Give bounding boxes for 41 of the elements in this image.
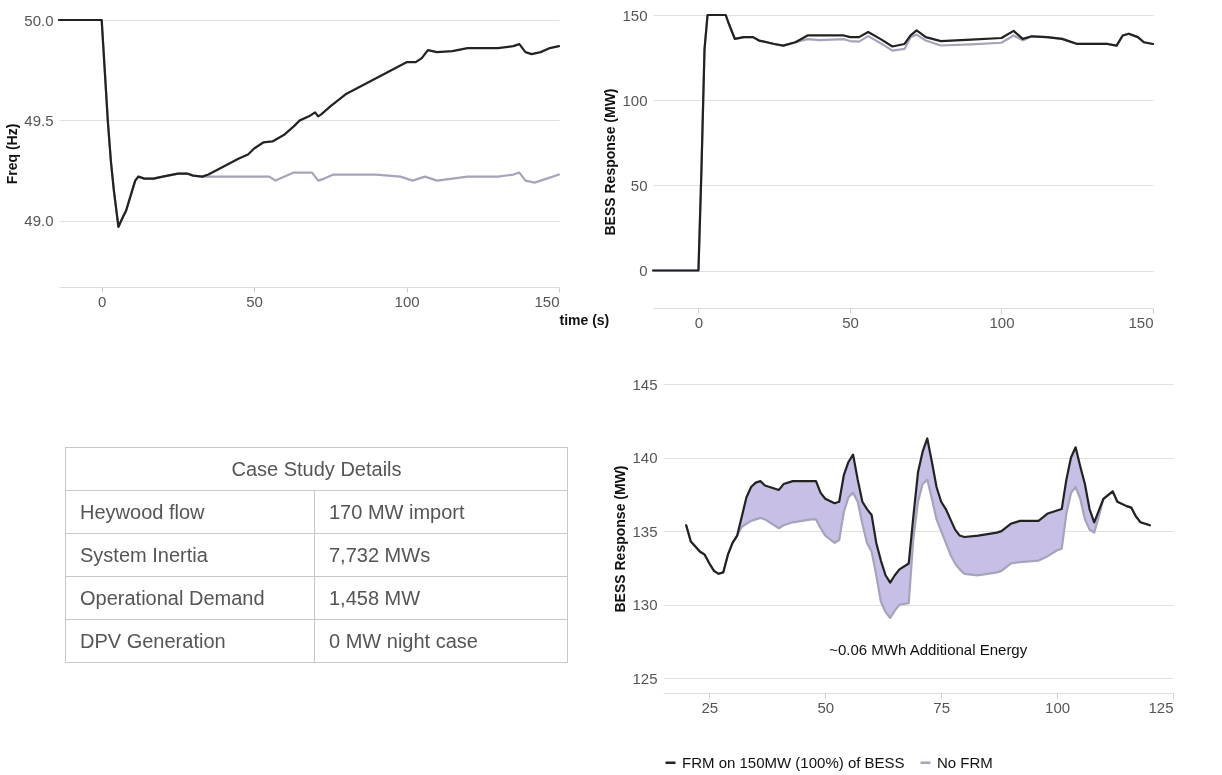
x-tick-label: 0 <box>694 313 704 331</box>
y-tick-label: 140 <box>632 449 658 467</box>
text: 0 MW night case <box>314 619 568 663</box>
text: 170 MW import <box>314 490 568 534</box>
legend-label: FRM on 150MW (100%) of BESS <box>682 753 905 771</box>
x-tick-label: 125 <box>1148 698 1174 716</box>
text: System Inertia <box>65 533 315 577</box>
x-tick-label: 25 <box>701 698 719 716</box>
x-tick-label: 50 <box>842 313 859 331</box>
y-tick-label: 0 <box>639 262 648 280</box>
x-tick-label: 100 <box>989 313 1015 331</box>
x-tick-label: 0 <box>98 292 107 310</box>
x-tick-label: 150 <box>534 292 560 310</box>
annotation: ~0.06 MWh Additional Energy <box>829 640 1028 658</box>
x-tick-label: 150 <box>1128 313 1154 331</box>
text: DPV Generation <box>65 619 315 663</box>
legend-label: No FRM <box>937 753 993 771</box>
text: Case Study Details <box>65 447 568 491</box>
y-tick-label: 150 <box>622 6 648 24</box>
y-tick-label: 100 <box>622 91 648 109</box>
y-tick-label: 125 <box>632 669 658 687</box>
y-tick-label: 50 <box>630 176 648 194</box>
y-tick-label: 49.0 <box>24 212 54 230</box>
text: 7,732 MWs <box>314 533 568 577</box>
x-tick-label: 100 <box>1045 698 1071 716</box>
y-axis-title: BESS Response (MW) <box>602 88 619 236</box>
y-tick-label: 135 <box>632 522 658 540</box>
x-tick-label: 50 <box>246 292 263 310</box>
x-tick-label: 100 <box>394 292 420 310</box>
y-tick-label: 130 <box>632 596 658 614</box>
x-tick-label: 50 <box>817 698 835 716</box>
y-tick-label: 50.0 <box>24 11 54 29</box>
y-axis-title: BESS Response (MW) <box>612 465 629 613</box>
text: Heywood flow <box>65 490 315 534</box>
text: Operational Demand <box>65 576 315 620</box>
x-axis-title: time (s) <box>559 311 610 328</box>
text: 1,458 MW <box>314 576 568 620</box>
y-tick-label: 145 <box>632 375 658 393</box>
y-tick-label: 49.5 <box>24 111 54 129</box>
y-axis-title: Freq (Hz) <box>4 123 21 185</box>
x-tick-label: 75 <box>933 698 951 716</box>
